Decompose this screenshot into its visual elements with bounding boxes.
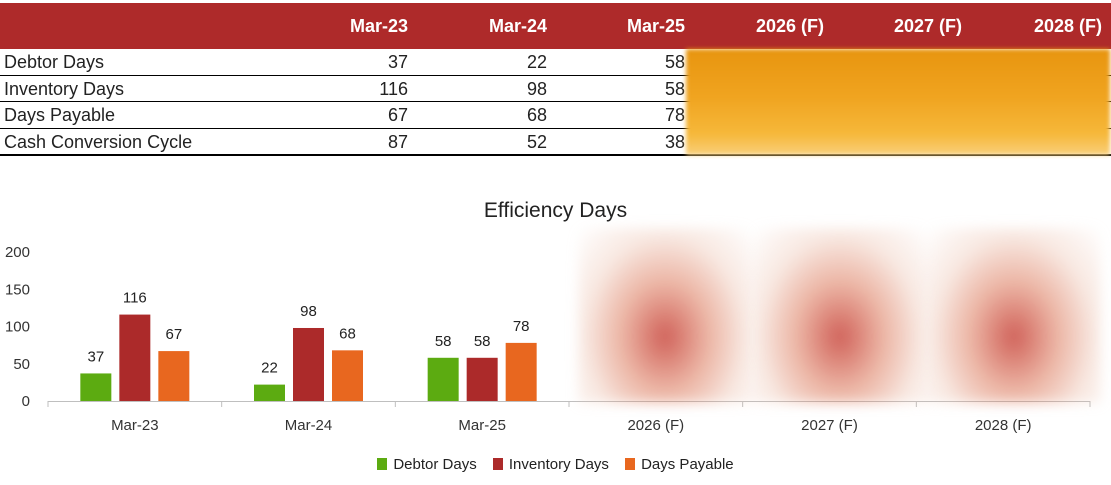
cell-value: 52 [526,131,547,152]
cell-value: 68 [526,105,547,125]
data-label: 37 [87,348,104,365]
data-label: 58 [435,333,452,350]
data-label: 68 [339,325,356,342]
redacted-bars-2028 [927,228,1101,403]
header-mar-23: Mar-23 [349,16,408,36]
bar [80,373,112,401]
redacted-forecast-cells [686,49,1110,155]
header-2027-f: 2027 (F) [893,16,962,36]
legend-item-days-payable: Days Payable [625,456,734,473]
legend-label: Debtor Days [393,456,477,473]
chart-legend: Debtor Days Inventory Days Days Payable [0,456,1111,473]
x-tick-label: 2027 (F) [801,417,858,434]
header-2028-f: 2028 (F) [1033,16,1102,36]
table-row: Days Payable 67 68 78 [0,102,1111,129]
x-tick-label: Mar-24 [285,417,333,434]
header-mar-24: Mar-24 [488,16,547,36]
y-tick-label: 100 [5,319,30,336]
legend-item-debtor-days: Debtor Days [377,456,477,473]
cell-value: 98 [526,78,547,99]
header-2026-f: 2026 (F) [755,16,824,36]
table-header: Mar-23 Mar-24 Mar-25 2026 (F) 2027 (F) 2… [0,3,1111,49]
x-tick-label: 2028 (F) [975,417,1032,434]
header-mar-25: Mar-25 [626,16,685,36]
row-label: Debtor Days [4,52,105,72]
legend-label: Days Payable [641,456,734,473]
efficiency-table: Mar-23 Mar-24 Mar-25 2026 (F) 2027 (F) 2… [0,3,1111,156]
bar [466,357,498,401]
y-tick-label: 200 [5,244,30,261]
data-label: 78 [513,318,530,335]
chart-title: Efficiency Days [483,199,628,222]
row-label: Cash Conversion Cycle [4,131,193,152]
data-label: 67 [165,326,182,343]
y-tick-label: 150 [5,281,30,298]
data-label: 22 [261,360,278,377]
legend-item-inventory-days: Inventory Days [492,456,609,473]
bar [332,350,363,401]
bar [427,357,459,401]
legend-swatch [492,458,503,470]
legend-label: Inventory Days [508,456,609,473]
cell-value: 37 [387,52,408,72]
cell-value: 58 [664,78,685,99]
cell-value: 116 [379,78,408,99]
row-label: Days Payable [4,105,116,125]
bar [293,327,324,401]
table-row: Inventory Days 116 98 58 [0,76,1111,102]
cell-value: 78 [664,105,685,125]
table-row: Debtor Days 37 22 58 [0,49,1111,76]
table-row: Cash Conversion Cycle 87 52 38 [0,129,1111,156]
y-tick-label: 0 [22,393,30,410]
legend-swatch [625,458,636,470]
row-label: Inventory Days [4,78,125,99]
x-tick-label: 2026 (F) [627,417,684,434]
bar [254,384,285,401]
cell-value: 22 [526,52,547,72]
cell-value: 38 [664,131,685,152]
table-body: Debtor Days 37 22 58 Inventory Days 116 … [0,49,1111,156]
bar [119,314,151,401]
legend-swatch [377,458,388,470]
bar [505,342,537,401]
data-label: 58 [474,333,491,350]
redacted-bars-2027 [753,228,927,403]
bar [158,351,190,401]
cell-value: 67 [387,105,408,125]
x-tick-label: Mar-23 [111,417,159,434]
cell-value: 58 [664,52,685,72]
data-label: 116 [123,290,147,307]
redacted-bars-2026 [578,228,752,403]
y-tick-label: 50 [13,356,30,373]
x-tick-label: Mar-25 [458,417,506,434]
data-label: 98 [300,303,317,320]
cell-value: 87 [387,131,408,152]
